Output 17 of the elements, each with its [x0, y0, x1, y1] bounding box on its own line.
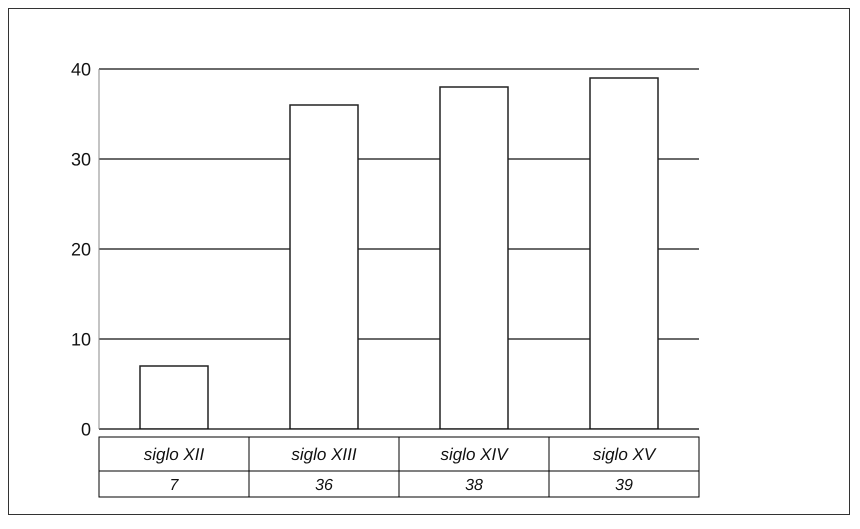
y-tick-label: 0 [80, 419, 91, 440]
bar [439, 86, 509, 429]
y-tick-label: 40 [70, 59, 91, 80]
x-tick-label: siglo XIV [440, 445, 510, 464]
bar [139, 365, 209, 429]
data-label: 38 [465, 477, 483, 494]
data-label: 36 [315, 477, 333, 494]
x-tick-label: siglo XV [592, 445, 657, 464]
x-tick-label: siglo XIII [291, 445, 357, 464]
bar [589, 77, 659, 429]
data-label: 7 [170, 477, 180, 494]
y-tick-label: 30 [70, 149, 91, 170]
y-tick-label: 10 [70, 329, 91, 350]
y-tick-label: 20 [70, 239, 91, 260]
x-tick-label: siglo XII [144, 445, 205, 464]
data-label: 39 [615, 477, 633, 494]
bar [289, 104, 359, 429]
